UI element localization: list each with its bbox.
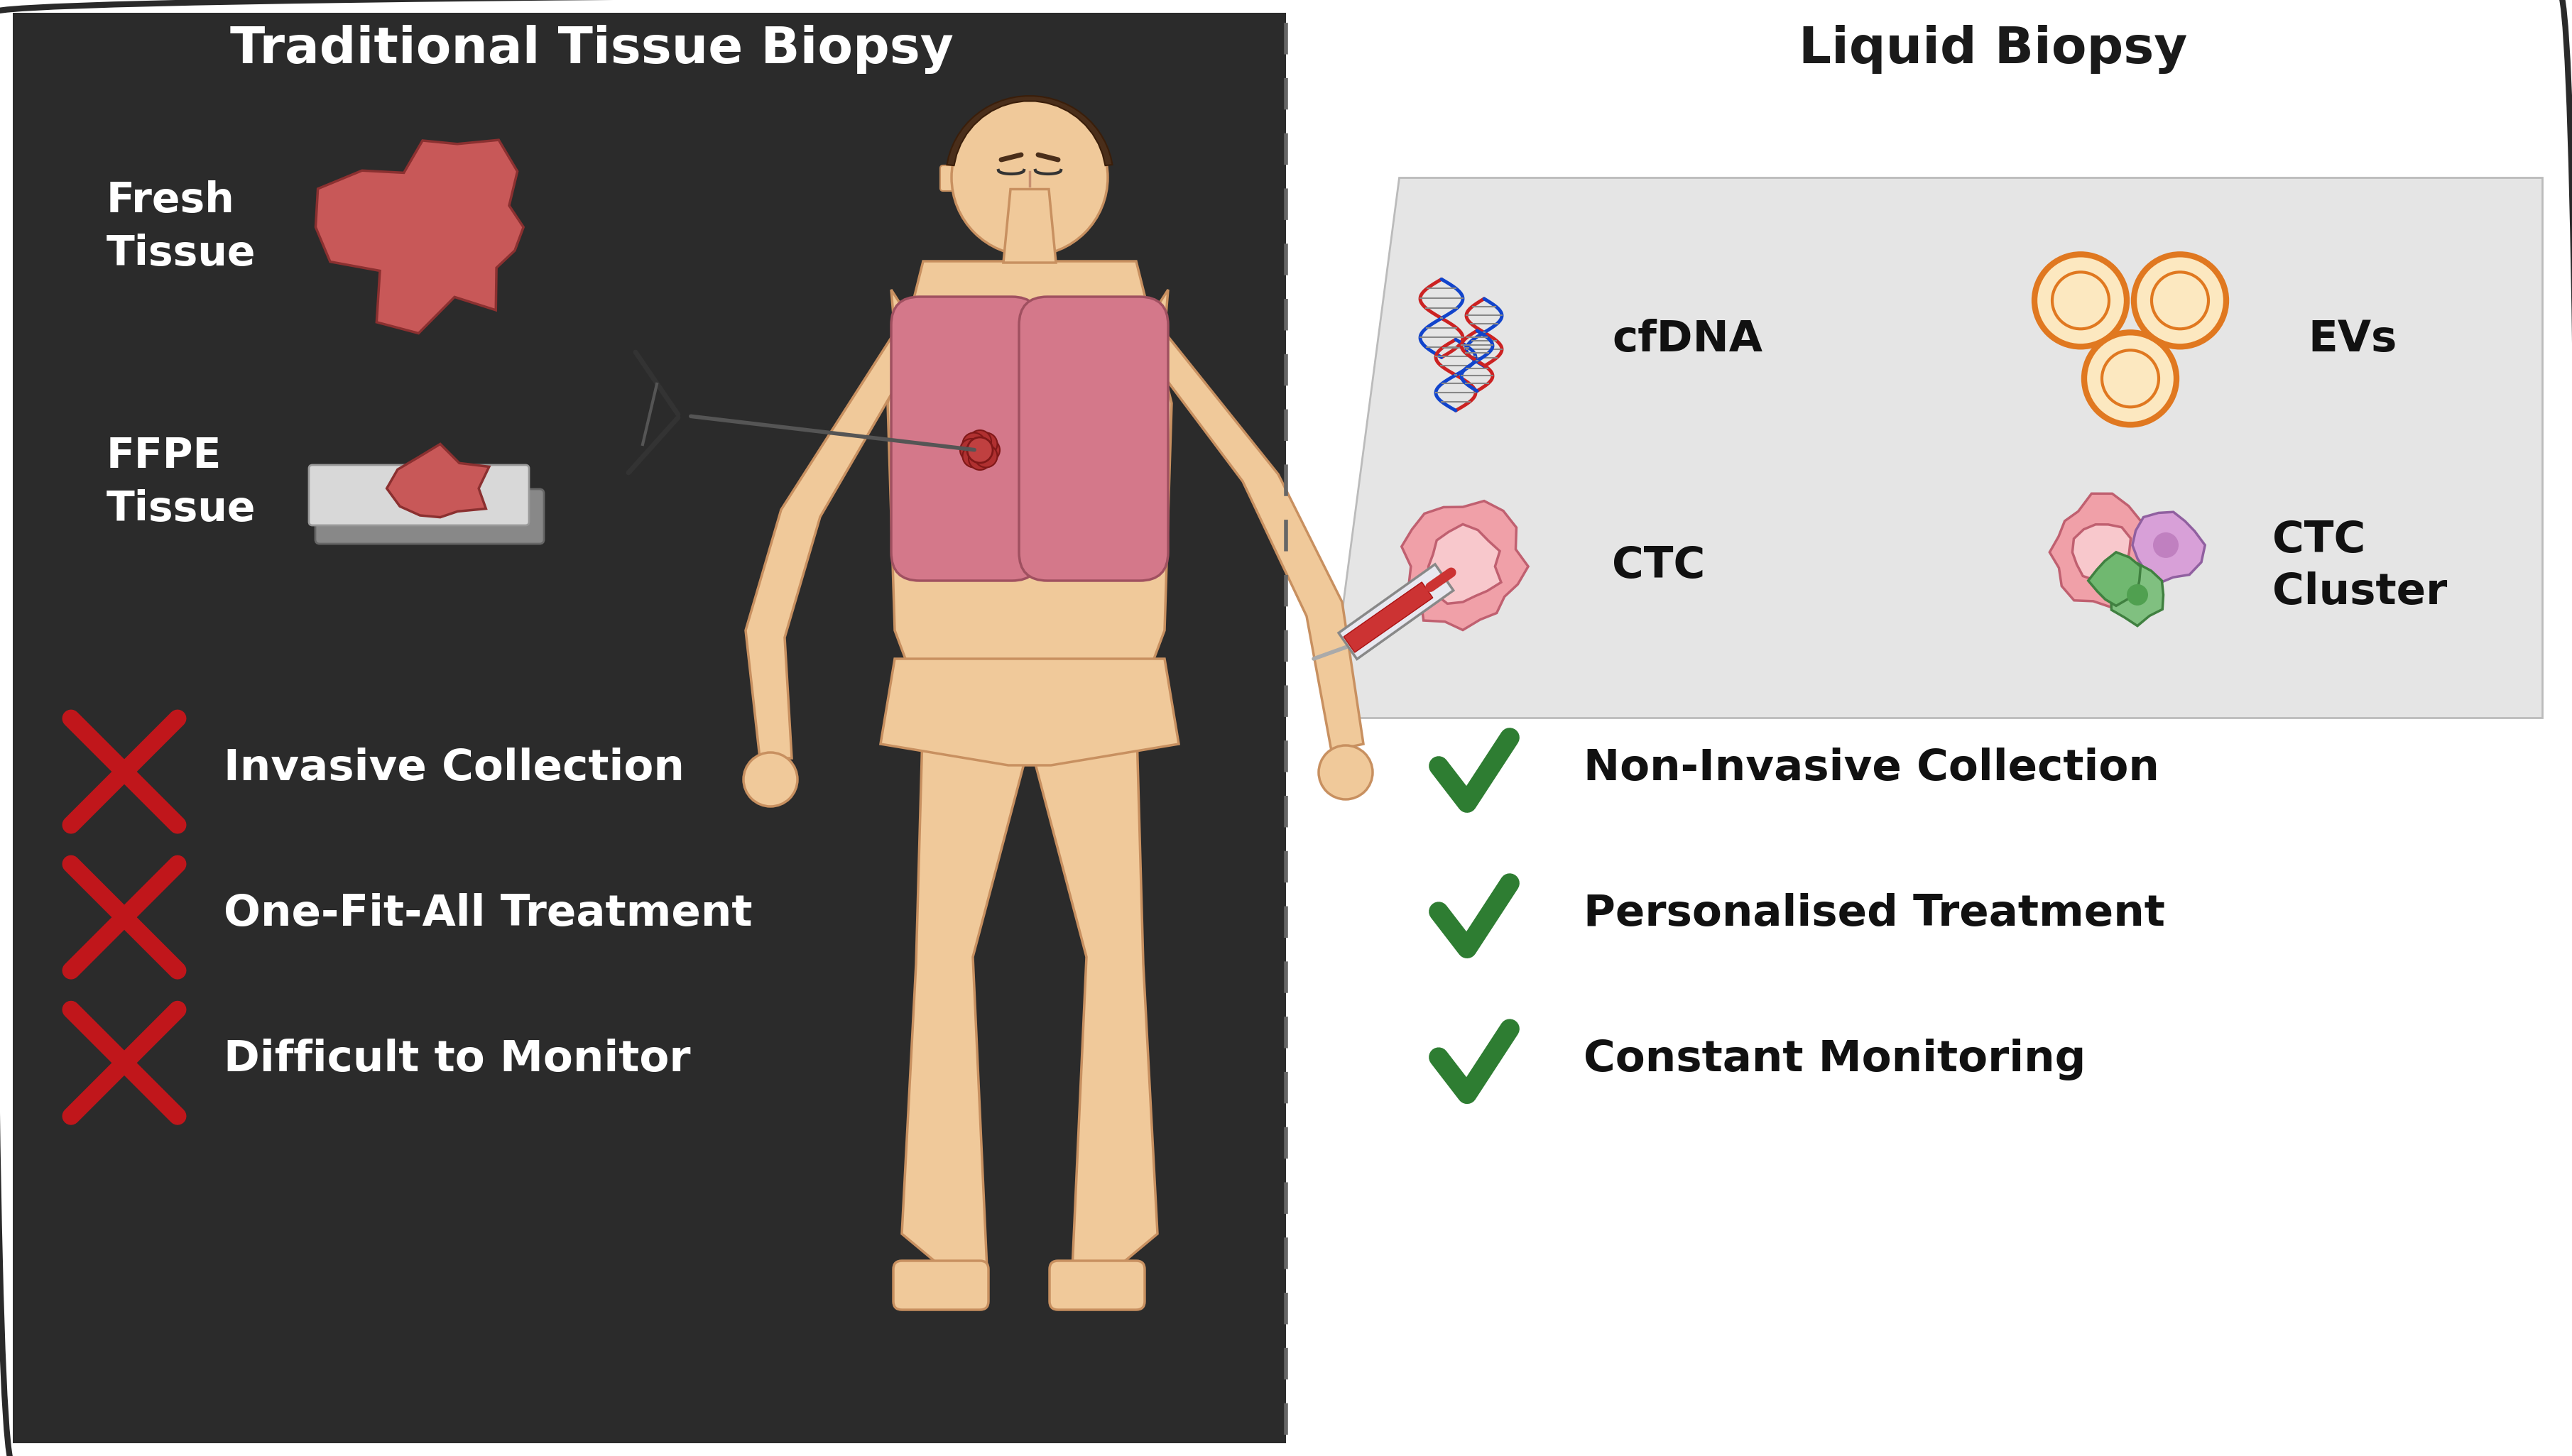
Circle shape bbox=[1319, 745, 1373, 799]
FancyBboxPatch shape bbox=[316, 489, 543, 543]
Text: FFPE
Tissue: FFPE Tissue bbox=[105, 435, 257, 530]
Circle shape bbox=[2034, 255, 2127, 347]
Text: Constant Monitoring: Constant Monitoring bbox=[1584, 1038, 2086, 1080]
Polygon shape bbox=[1427, 524, 1502, 604]
Circle shape bbox=[2135, 255, 2227, 347]
Circle shape bbox=[2127, 584, 2148, 606]
Circle shape bbox=[2153, 533, 2178, 558]
Circle shape bbox=[970, 447, 990, 470]
Polygon shape bbox=[1402, 501, 1528, 630]
Text: Fresh
Tissue: Fresh Tissue bbox=[105, 181, 257, 274]
Text: Non-Invasive Collection: Non-Invasive Collection bbox=[1584, 747, 2160, 789]
Circle shape bbox=[967, 437, 993, 463]
Text: cfDNA: cfDNA bbox=[1613, 319, 1762, 361]
Polygon shape bbox=[1003, 189, 1057, 262]
FancyBboxPatch shape bbox=[892, 1261, 988, 1310]
Text: CTC
Cluster: CTC Cluster bbox=[2271, 520, 2446, 613]
Polygon shape bbox=[316, 140, 525, 333]
Circle shape bbox=[970, 430, 990, 453]
Polygon shape bbox=[2088, 552, 2140, 606]
Circle shape bbox=[952, 99, 1109, 256]
Circle shape bbox=[2052, 272, 2109, 329]
Polygon shape bbox=[2112, 563, 2163, 626]
Polygon shape bbox=[2073, 524, 2130, 587]
FancyBboxPatch shape bbox=[890, 297, 1039, 581]
Text: One-Fit-All Treatment: One-Fit-All Treatment bbox=[224, 893, 754, 935]
Circle shape bbox=[962, 432, 985, 456]
Circle shape bbox=[2101, 351, 2158, 408]
Polygon shape bbox=[1327, 178, 2541, 718]
Polygon shape bbox=[1343, 582, 1433, 652]
Text: EVs: EVs bbox=[2307, 319, 2397, 361]
Polygon shape bbox=[903, 709, 1037, 1270]
Circle shape bbox=[2083, 332, 2176, 425]
Text: Traditional Tissue Biopsy: Traditional Tissue Biopsy bbox=[229, 25, 954, 74]
Text: CTC: CTC bbox=[1613, 546, 1705, 587]
Polygon shape bbox=[2050, 494, 2155, 607]
Circle shape bbox=[975, 432, 998, 456]
FancyBboxPatch shape bbox=[309, 464, 530, 526]
Polygon shape bbox=[880, 658, 1178, 766]
Polygon shape bbox=[1024, 709, 1157, 1270]
Polygon shape bbox=[887, 261, 1173, 687]
Text: Difficult to Monitor: Difficult to Monitor bbox=[224, 1038, 689, 1080]
Polygon shape bbox=[1337, 565, 1453, 660]
FancyBboxPatch shape bbox=[0, 0, 1307, 1456]
FancyBboxPatch shape bbox=[1019, 297, 1168, 581]
Text: Liquid Biopsy: Liquid Biopsy bbox=[1798, 25, 2189, 74]
Text: Invasive Collection: Invasive Collection bbox=[224, 747, 684, 789]
Circle shape bbox=[975, 444, 998, 467]
Text: Personalised Treatment: Personalised Treatment bbox=[1584, 893, 2166, 935]
FancyBboxPatch shape bbox=[1049, 1261, 1145, 1310]
Circle shape bbox=[743, 753, 797, 807]
Polygon shape bbox=[946, 96, 1114, 166]
Circle shape bbox=[959, 438, 983, 462]
Polygon shape bbox=[2132, 513, 2204, 584]
Polygon shape bbox=[1137, 290, 1363, 751]
Circle shape bbox=[977, 438, 1001, 462]
Circle shape bbox=[962, 444, 985, 467]
FancyBboxPatch shape bbox=[941, 166, 957, 191]
Circle shape bbox=[2153, 272, 2209, 329]
Polygon shape bbox=[386, 444, 489, 517]
Polygon shape bbox=[746, 290, 923, 759]
